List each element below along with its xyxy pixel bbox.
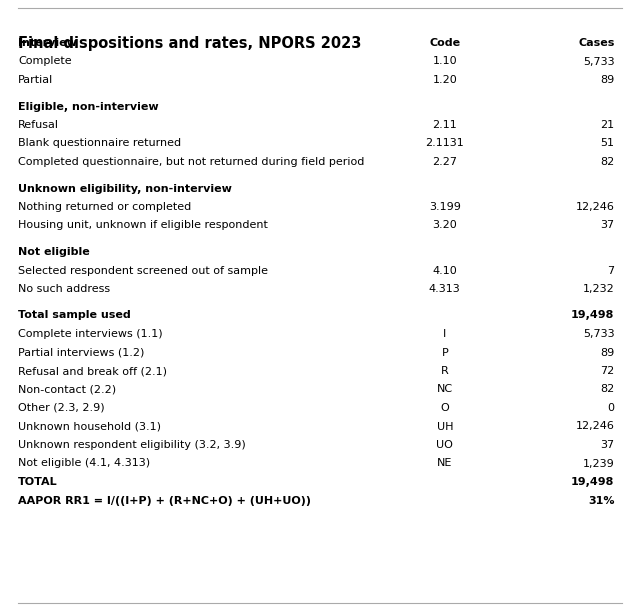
Text: Unknown respondent eligibility (3.2, 3.9): Unknown respondent eligibility (3.2, 3.9…: [18, 440, 246, 450]
Text: 12,246: 12,246: [575, 422, 614, 431]
Text: Partial interviews (1.2): Partial interviews (1.2): [18, 348, 144, 357]
Text: Interview: Interview: [18, 38, 77, 48]
Text: Housing unit, unknown if eligible respondent: Housing unit, unknown if eligible respon…: [18, 220, 268, 231]
Text: TOTAL: TOTAL: [18, 477, 58, 487]
Text: 37: 37: [600, 440, 614, 450]
Text: 1,239: 1,239: [582, 458, 614, 469]
Text: 21: 21: [600, 120, 614, 130]
Text: Not eligible (4.1, 4.313): Not eligible (4.1, 4.313): [18, 458, 150, 469]
Text: 31%: 31%: [588, 496, 614, 506]
Text: 89: 89: [600, 348, 614, 357]
Text: 82: 82: [600, 157, 614, 167]
Text: 4.10: 4.10: [433, 266, 457, 275]
Text: 1.10: 1.10: [433, 56, 457, 67]
Text: Partial: Partial: [18, 75, 53, 85]
Text: 89: 89: [600, 75, 614, 85]
Text: Not eligible: Not eligible: [18, 247, 90, 257]
Text: 2.1131: 2.1131: [426, 138, 464, 149]
Text: O: O: [440, 403, 449, 413]
Text: Unknown household (3.1): Unknown household (3.1): [18, 422, 161, 431]
Text: No such address: No such address: [18, 284, 110, 294]
Text: 0: 0: [607, 403, 614, 413]
Text: 1.20: 1.20: [433, 75, 457, 85]
Text: Nothing returned or completed: Nothing returned or completed: [18, 202, 191, 212]
Text: Complete interviews (1.1): Complete interviews (1.1): [18, 329, 163, 339]
Text: NC: NC: [436, 384, 453, 395]
Text: R: R: [441, 366, 449, 376]
Text: 3.20: 3.20: [433, 220, 457, 231]
Text: 12,246: 12,246: [575, 202, 614, 212]
Text: NE: NE: [437, 458, 452, 469]
Text: 2.27: 2.27: [432, 157, 458, 167]
Text: Unknown eligibility, non-interview: Unknown eligibility, non-interview: [18, 184, 232, 193]
Text: UO: UO: [436, 440, 453, 450]
Text: P: P: [442, 348, 448, 357]
Text: Other (2.3, 2.9): Other (2.3, 2.9): [18, 403, 104, 413]
Text: 37: 37: [600, 220, 614, 231]
Text: Refusal: Refusal: [18, 120, 59, 130]
Text: 51: 51: [600, 138, 614, 149]
Text: 4.313: 4.313: [429, 284, 461, 294]
Text: Total sample used: Total sample used: [18, 310, 131, 321]
Text: Blank questionnaire returned: Blank questionnaire returned: [18, 138, 181, 149]
Text: 3.199: 3.199: [429, 202, 461, 212]
Text: I: I: [443, 329, 447, 339]
Text: 7: 7: [607, 266, 614, 275]
Text: Selected respondent screened out of sample: Selected respondent screened out of samp…: [18, 266, 268, 275]
Text: 5,733: 5,733: [583, 56, 614, 67]
Text: Completed questionnaire, but not returned during field period: Completed questionnaire, but not returne…: [18, 157, 364, 167]
Text: Cases: Cases: [578, 38, 614, 48]
Text: 72: 72: [600, 366, 614, 376]
Text: 19,498: 19,498: [571, 310, 614, 321]
Text: AAPOR RR1 = I/((I+P) + (R+NC+O) + (UH+UO)): AAPOR RR1 = I/((I+P) + (R+NC+O) + (UH+UO…: [18, 496, 311, 506]
Text: 1,232: 1,232: [582, 284, 614, 294]
Text: 19,498: 19,498: [571, 477, 614, 487]
Text: Complete: Complete: [18, 56, 72, 67]
Text: UH: UH: [436, 422, 453, 431]
Text: Refusal and break off (2.1): Refusal and break off (2.1): [18, 366, 167, 376]
Text: Eligible, non-interview: Eligible, non-interview: [18, 102, 159, 111]
Text: Final dispositions and rates, NPORS 2023: Final dispositions and rates, NPORS 2023: [18, 36, 362, 51]
Text: 82: 82: [600, 384, 614, 395]
Text: Code: Code: [429, 38, 460, 48]
Text: 5,733: 5,733: [583, 329, 614, 339]
Text: Non-contact (2.2): Non-contact (2.2): [18, 384, 116, 395]
Text: 2.11: 2.11: [433, 120, 457, 130]
